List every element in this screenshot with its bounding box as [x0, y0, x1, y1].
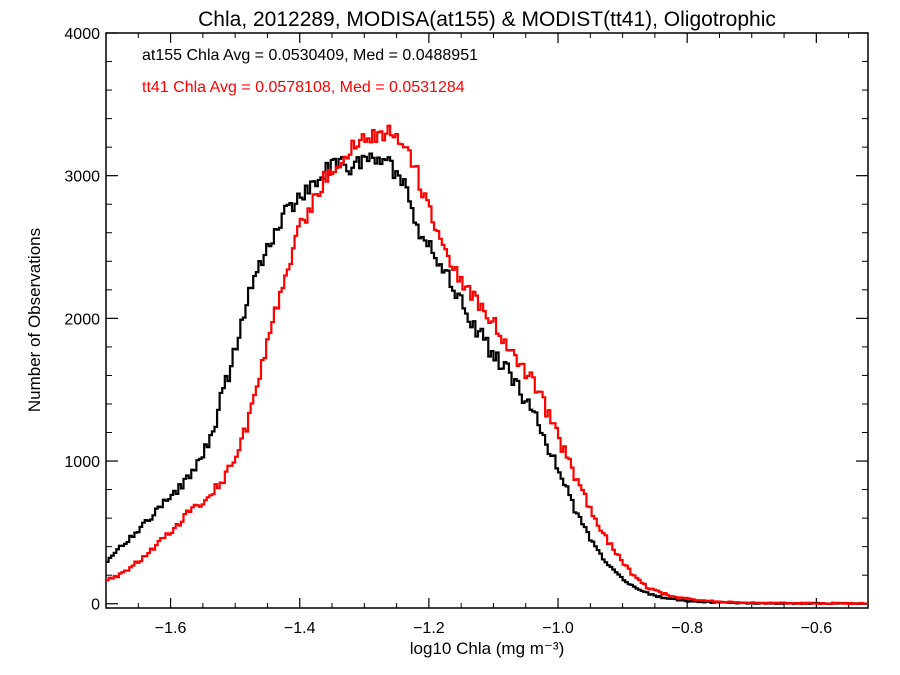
y-tick-label: 4000	[64, 26, 100, 43]
x-tick-label: −1.0	[542, 620, 574, 637]
series-line-tt41	[106, 124, 868, 605]
y-axis-label: Number of Observations	[25, 228, 44, 412]
plot-frame	[105, 32, 869, 609]
x-tick-label: −0.8	[671, 620, 703, 637]
x-tick-label: −1.4	[284, 620, 316, 637]
annotation-tt41: tt41 Chla Avg = 0.0578108, Med = 0.05312…	[142, 79, 465, 96]
x-tick-label: −0.6	[801, 620, 833, 637]
y-tick-label: 0	[91, 597, 100, 614]
annotation-at155: at155 Chla Avg = 0.0530409, Med = 0.0488…	[142, 47, 478, 64]
chart-title: Chla, 2012289, MODISA(at155) & MODIST(tt…	[198, 8, 776, 31]
series-line-at155	[106, 152, 868, 605]
x-tick-label: −1.6	[155, 620, 187, 637]
y-tick-label: 3000	[64, 169, 100, 186]
x-axis-label: log10 Chla (mg m⁻³)	[410, 639, 564, 658]
x-tick-label: −1.2	[413, 620, 445, 637]
y-tick-label: 2000	[64, 311, 100, 328]
y-tick-label: 1000	[64, 454, 100, 471]
